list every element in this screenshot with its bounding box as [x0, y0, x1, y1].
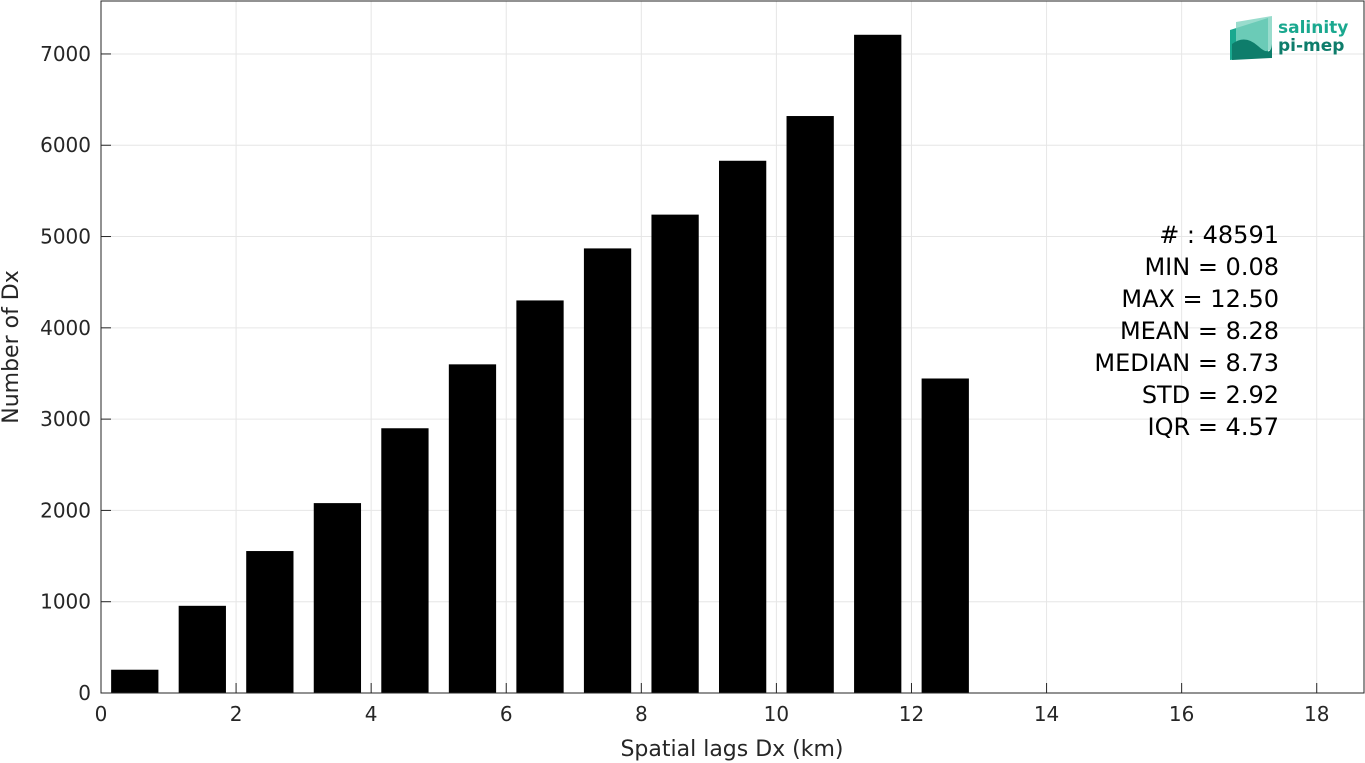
y-tick-label: 4000	[40, 316, 91, 340]
bar	[246, 551, 294, 693]
x-tick-label: 8	[635, 702, 648, 726]
bar	[854, 34, 902, 693]
bar	[313, 503, 362, 693]
x-tick-label: 4	[365, 702, 378, 726]
x-tick-label: 10	[764, 702, 789, 726]
bar	[786, 116, 834, 693]
x-tick-label: 14	[1034, 702, 1059, 726]
stat-line: # : 48591	[1159, 221, 1279, 249]
x-tick-label: 2	[230, 702, 243, 726]
stat-line: IQR = 4.57	[1148, 413, 1279, 441]
bar	[921, 378, 969, 693]
y-tick-label: 7000	[40, 42, 91, 66]
x-axis-label: Spatial lags Dx (km)	[620, 737, 843, 762]
y-tick-label: 3000	[40, 407, 91, 431]
y-axis-ticks: 0 1000 2000 3000 4000 5000 6000 7000	[40, 42, 111, 705]
logo-icon	[1230, 16, 1272, 60]
bar	[651, 214, 699, 693]
stat-line: MAX = 12.50	[1121, 285, 1279, 313]
stat-line: STD = 2.92	[1142, 381, 1279, 409]
x-tick-label: 12	[899, 702, 924, 726]
logo-line2: pi-mep	[1278, 36, 1344, 56]
x-tick-label: 16	[1169, 702, 1194, 726]
stats-annotation: # : 48591 MIN = 0.08 MAX = 12.50 MEAN = 8.2…	[1094, 221, 1279, 441]
stat-line: MIN = 0.08	[1144, 253, 1279, 281]
plot-frame	[100, 0, 1365, 694]
bar	[381, 428, 429, 693]
x-tick-label: 6	[500, 702, 513, 726]
logo: salinity pi-mep	[1230, 16, 1348, 60]
bars	[111, 34, 969, 694]
bar	[178, 605, 226, 693]
y-tick-label: 0	[78, 681, 91, 705]
bar	[516, 300, 564, 693]
bar	[718, 160, 767, 694]
y-axis-label: Number of Dx	[0, 270, 24, 424]
stat-line: MEAN = 8.28	[1120, 317, 1279, 345]
y-tick-label: 5000	[40, 225, 91, 249]
bar	[583, 248, 632, 693]
bar	[448, 364, 497, 693]
x-axis-ticks: 0 2 4 6 8 10 12 14 16 18	[95, 683, 1329, 726]
y-tick-label: 2000	[40, 498, 91, 522]
y-tick-label: 6000	[40, 133, 91, 157]
x-tick-label: 0	[95, 702, 108, 726]
x-tick-label: 18	[1304, 702, 1329, 726]
stat-line: MEDIAN = 8.73	[1094, 349, 1279, 377]
y-tick-label: 1000	[40, 590, 91, 614]
bar	[111, 669, 159, 693]
logo-line1: salinity	[1278, 18, 1348, 38]
